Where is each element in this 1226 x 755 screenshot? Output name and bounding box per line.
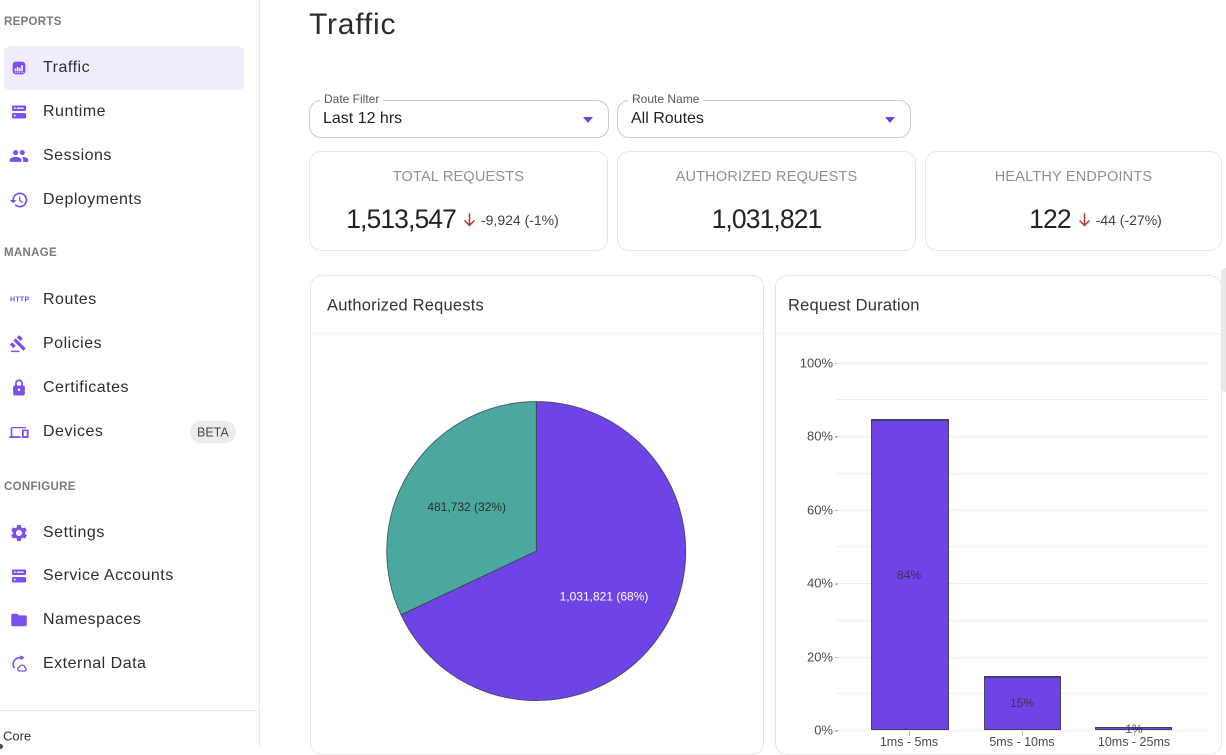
svg-text:481,732 (32%): 481,732 (32%) (427, 500, 506, 514)
svg-text:1,031,821 (68%): 1,031,821 (68%) (560, 590, 649, 604)
